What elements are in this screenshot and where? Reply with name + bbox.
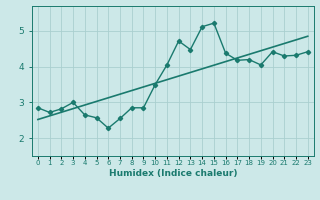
X-axis label: Humidex (Indice chaleur): Humidex (Indice chaleur) bbox=[108, 169, 237, 178]
